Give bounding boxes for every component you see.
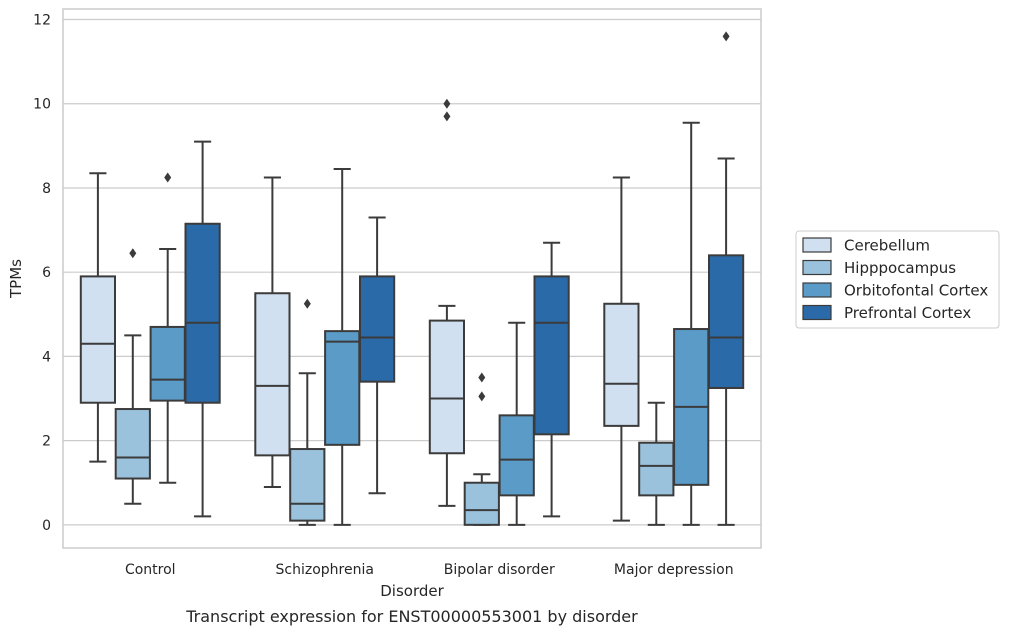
outlier-point — [478, 391, 486, 402]
outlier-point — [443, 111, 451, 122]
outlier-point — [722, 31, 730, 42]
box-prefrontal-cortex — [533, 241, 570, 518]
box-orbitofontal-cortex — [673, 121, 710, 526]
y-tick-label: 12 — [33, 13, 51, 29]
x-tick-label: Bipolar disorder — [444, 562, 555, 578]
box-orbitofontal-cortex — [324, 168, 361, 526]
box-cerebellum — [428, 98, 466, 507]
outlier-point — [164, 172, 172, 183]
legend-label: Prefrontal Cortex — [844, 304, 971, 322]
box — [358, 275, 396, 383]
box-orbitofontal-cortex — [498, 321, 535, 526]
box-series — [79, 31, 745, 526]
box — [707, 254, 745, 389]
outlier-point — [303, 298, 311, 309]
legend: Cerebellum Hipppocampus Orbitofontal Corte… — [795, 230, 1000, 329]
box-prefrontal-cortex — [358, 216, 396, 495]
y-tick-label: 2 — [42, 434, 51, 450]
box — [324, 330, 361, 446]
box-cerebellum — [79, 172, 117, 463]
plot-area-frame — [62, 8, 762, 549]
outlier-point — [478, 372, 486, 383]
box — [254, 292, 291, 457]
box — [603, 302, 640, 427]
box-cerebellum — [254, 176, 291, 488]
y-tick-label: 4 — [42, 349, 51, 365]
box-prefrontal-cortex — [184, 140, 221, 518]
box — [638, 441, 675, 497]
y-axis-title: TPMs — [7, 259, 25, 299]
box — [428, 319, 466, 455]
x-axis-ticks: Control Schizophrenia Bipolar disorder Majo… — [125, 562, 734, 578]
outlier-point — [443, 98, 451, 109]
box — [149, 325, 186, 402]
legend-swatch — [802, 259, 832, 276]
box-hipppocampus — [638, 401, 675, 526]
box-orbitofontal-cortex — [149, 172, 186, 484]
legend-frame — [795, 230, 1000, 329]
y-axis-ticks: 0 2 4 6 8 10 12 — [33, 13, 51, 534]
box — [533, 275, 570, 436]
y-tick-label: 8 — [42, 181, 51, 197]
legend-swatch — [802, 282, 832, 298]
box — [289, 448, 326, 522]
box — [463, 481, 500, 526]
y-tick-label: 6 — [42, 265, 51, 281]
box-cerebellum — [603, 176, 640, 522]
box — [498, 414, 535, 497]
box-hipppocampus — [114, 248, 151, 505]
box — [79, 275, 117, 404]
x-axis-title: Disorder — [380, 582, 444, 600]
outlier-point — [129, 248, 137, 259]
x-tick-label: Major depression — [614, 562, 734, 578]
legend-label: Cerebellum — [844, 237, 930, 255]
legend-swatch — [802, 304, 832, 321]
legend-swatch — [802, 237, 832, 253]
box — [184, 222, 221, 404]
box — [114, 408, 151, 480]
chart-caption: Transcript expression for ENST0000055300… — [185, 607, 638, 626]
legend-label: Orbitofontal Cortex — [844, 282, 988, 300]
y-tick-label: 10 — [33, 97, 51, 113]
box-prefrontal-cortex — [707, 31, 745, 526]
legend-label: Hipppocampus — [844, 259, 956, 277]
x-tick-label: Control — [125, 562, 176, 578]
box-hipppocampus — [289, 298, 326, 526]
y-tick-label: 0 — [42, 518, 51, 534]
box-hipppocampus — [463, 372, 500, 526]
x-tick-label: Schizophrenia — [276, 562, 374, 578]
